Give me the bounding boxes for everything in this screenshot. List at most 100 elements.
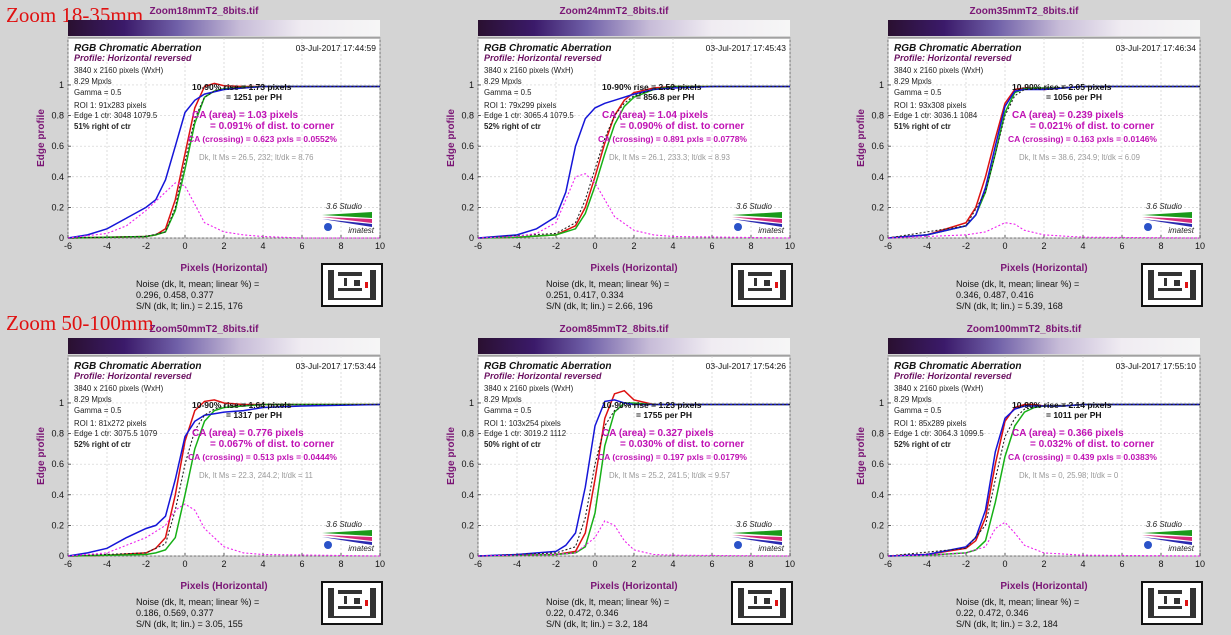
y-tick-label: 0.2	[871, 202, 884, 212]
x-tick-label: -6	[884, 559, 892, 569]
y-tick-label: 0.8	[51, 111, 64, 121]
series-line	[887, 521, 1201, 557]
x-tick-label: 6	[709, 559, 714, 569]
info-pixels: 3840 x 2160 pixels (WxH)	[894, 384, 984, 393]
y-tick-label: 0.6	[461, 141, 474, 151]
y-tick-label: 0.8	[461, 111, 474, 121]
noise-values: 0.296, 0.458, 0.377	[136, 290, 214, 300]
x-tick-label: 0	[1002, 559, 1007, 569]
info-pixels: 3840 x 2160 pixels (WxH)	[74, 66, 164, 75]
y-axis-label: Edge profile	[446, 109, 457, 167]
rise-per-ph: = 1317 per PH	[226, 410, 282, 420]
chart-header: RGB Chromatic Aberration	[484, 43, 611, 54]
x-tick-label: -2	[552, 241, 560, 251]
sn-values: S/N (dk, lt; lin.) = 5.39, 168	[956, 301, 1063, 311]
ca-crossing: CA (crossing) = 0.513 pxls = 0.0444%	[188, 452, 337, 462]
x-tick-label: 2	[1041, 559, 1046, 569]
gradient-bar	[888, 338, 1200, 354]
logo-brand: imatest	[1168, 544, 1195, 553]
ca-panel: Zoom18mmT2_8bits.tif -6 -4 -2 0 2 4 6 8 10 0 0.2 0.4…	[4, 2, 404, 312]
x-tick-label: -4	[513, 559, 521, 569]
dk-lt-text: Dk, lt Ms = 0, 25.98; lt/dk = 0	[1019, 471, 1119, 480]
x-tick-label: -4	[923, 559, 931, 569]
info-position: 52% right of ctr	[74, 440, 131, 449]
info-position: 52% right of ctr	[894, 440, 951, 449]
y-tick-label: 0.6	[871, 459, 884, 469]
chart-date: 03-Jul-2017 17:44:59	[296, 43, 377, 53]
logo-stripe-blue	[322, 537, 372, 545]
info-gamma: Gamma = 0.5	[74, 88, 122, 97]
x-tick-label: 2	[221, 559, 226, 569]
sn-values: S/N (dk, lt; lin.) = 3.2, 184	[546, 619, 648, 629]
y-tick-label: 0.8	[461, 429, 474, 439]
x-tick-label: 4	[670, 241, 675, 251]
chart-header: RGB Chromatic Aberration	[484, 361, 611, 372]
rise-text: 10-90% rise = 1.73 pixels	[192, 82, 292, 92]
chart-thumbnail	[731, 581, 793, 625]
x-tick-label: 0	[1002, 241, 1007, 251]
chart-thumbnail	[731, 263, 793, 307]
chart-date: 03-Jul-2017 17:54:26	[706, 361, 787, 371]
chart-date: 03-Jul-2017 17:53:44	[296, 361, 377, 371]
logo-brand: imatest	[758, 226, 785, 235]
x-tick-label: -2	[142, 559, 150, 569]
x-tick-label: 10	[375, 241, 385, 251]
panel-title: Zoom35mmT2_8bits.tif	[970, 6, 1080, 17]
info-position: 51% right of ctr	[74, 122, 131, 131]
dk-lt-text: Dk, lt Ms = 22.3, 244.2; lt/dk = 11	[199, 471, 313, 480]
logo-dot-icon	[324, 541, 332, 549]
y-tick-label: 0	[469, 233, 474, 243]
info-edge: Edge 1 ctr: 3064.3 1099.5	[894, 429, 984, 438]
ca-crossing: CA (crossing) = 0.891 pxls = 0.0778%	[598, 134, 747, 144]
info-roi: ROI 1: 85x289 pixels	[894, 419, 966, 428]
profile-label: Profile: Horizontal reversed	[484, 53, 602, 63]
y-tick-label: 1	[879, 398, 884, 408]
ca-percent: = 0.091% of dist. to corner	[210, 121, 334, 132]
x-tick-label: 8	[1158, 559, 1163, 569]
rise-per-ph: = 1056 per PH	[1046, 92, 1102, 102]
ca-crossing: CA (crossing) = 0.439 pxls = 0.0383%	[1008, 452, 1157, 462]
x-tick-label: -6	[474, 241, 482, 251]
logo-dot-icon	[1144, 223, 1152, 231]
series-line	[477, 85, 790, 239]
x-axis-label: Pixels (Horizontal)	[180, 581, 267, 592]
noise-label: Noise (dk, lt, mean; linear %) =	[546, 597, 669, 607]
logo-stripe-red	[322, 217, 372, 223]
x-axis-label: Pixels (Horizontal)	[1000, 263, 1087, 274]
gradient-bar	[68, 338, 380, 354]
y-tick-label: 0.6	[461, 459, 474, 469]
logo-label: 3.6 Studio	[1146, 202, 1183, 211]
logo-brand: imatest	[348, 226, 375, 235]
ca-chart: Zoom100mmT2_8bits.tif -6 -4 -2 0 2 4 6 8 10 0 0.2 0.…	[856, 324, 1205, 629]
series-line	[67, 403, 381, 557]
y-tick-label: 0	[879, 233, 884, 243]
info-gamma: Gamma = 0.5	[894, 406, 942, 415]
x-tick-label: -2	[552, 559, 560, 569]
gradient-bar	[478, 338, 790, 354]
chart-date: 03-Jul-2017 17:55:10	[1116, 361, 1197, 371]
rise-text: 10-90% rise = 2.05 pixels	[1012, 82, 1112, 92]
y-tick-label: 0.4	[871, 490, 884, 500]
rise-per-ph: = 1251 per PH	[226, 92, 282, 102]
noise-values: 0.22, 0.472, 0.346	[546, 608, 619, 618]
logo-stripe-red	[732, 535, 782, 541]
ca-crossing: CA (crossing) = 0.197 pxls = 0.0179%	[598, 452, 747, 462]
ca-percent: = 0.067% of dist. to corner	[210, 439, 334, 450]
ca-chart: Zoom85mmT2_8bits.tif -6 -4 -2 0 2 4 6 8 10 0 0.2 0.4…	[446, 324, 795, 629]
panel-title: Zoom18mmT2_8bits.tif	[150, 6, 260, 17]
row-label-bottom: Zoom 50-100mm	[6, 311, 154, 335]
info-pixels: 3840 x 2160 pixels (WxH)	[484, 384, 574, 393]
logo-brand: imatest	[758, 544, 785, 553]
ca-crossing: CA (crossing) = 0.163 pxls = 0.0146%	[1008, 134, 1157, 144]
rise-per-ph: = 856.8 per PH	[636, 92, 694, 102]
logo-stripe-green	[732, 530, 782, 536]
y-tick-label: 1	[59, 398, 64, 408]
ca-panel: Zoom50mmT2_8bits.tif -6 -4 -2 0 2 4 6 8 10 0 0.2 0.4…	[4, 320, 404, 630]
chart-thumbnail	[321, 263, 383, 307]
logo-stripe-red	[1142, 535, 1192, 541]
y-tick-label: 0.2	[51, 520, 64, 530]
logo-stripe-green	[1142, 212, 1192, 218]
x-tick-label: 2	[221, 241, 226, 251]
info-edge: Edge 1 ctr: 3065.4 1079.5	[484, 111, 574, 120]
chart-header: RGB Chromatic Aberration	[894, 361, 1021, 372]
